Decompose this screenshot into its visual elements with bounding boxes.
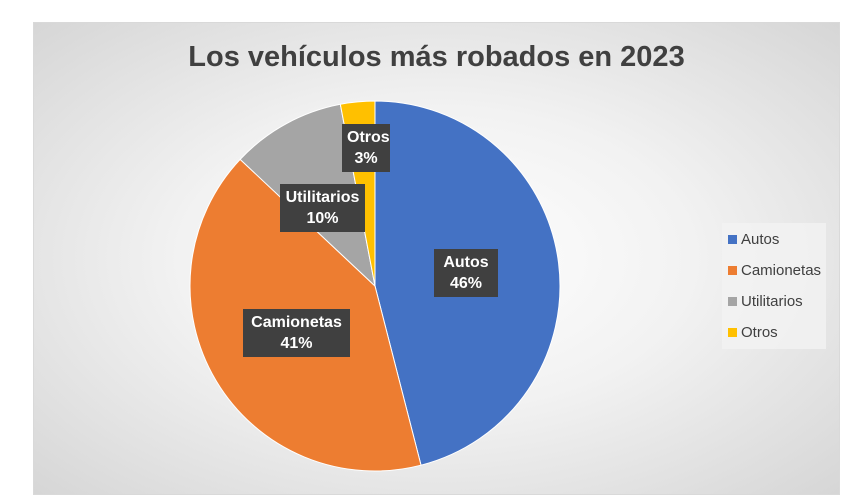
legend-label: Autos <box>741 231 780 248</box>
data-label-autos: Autos 46% <box>434 249 498 297</box>
legend: Autos Camionetas Utilitarios Otros <box>722 223 826 349</box>
chart-area: Los vehículos más robados en 2023 Autos 4… <box>33 22 840 495</box>
data-label-category: Camionetas <box>251 314 342 331</box>
chart-title: Los vehículos más robados en 2023 <box>188 41 685 73</box>
legend-swatch <box>728 235 737 244</box>
data-label-category: Otros <box>347 129 390 146</box>
data-label-value: 41% <box>280 335 313 352</box>
legend-label: Otros <box>741 324 778 341</box>
legend-swatch <box>728 328 737 337</box>
legend-label: Utilitarios <box>741 293 803 310</box>
data-label-value: 3% <box>354 150 378 167</box>
legend-item-utilitarios: Utilitarios <box>728 293 803 310</box>
data-label-otros: Otros 3% <box>342 124 390 172</box>
data-label-value: 46% <box>449 275 483 292</box>
legend-swatch <box>728 297 737 306</box>
data-label-category: Utilitarios <box>285 189 360 206</box>
data-label-utilitarios: Utilitarios 10% <box>280 184 365 232</box>
legend-label: Camionetas <box>741 262 822 279</box>
data-label-camionetas: Camionetas 41% <box>243 309 350 357</box>
legend-item-camionetas: Camionetas <box>728 262 821 279</box>
legend-item-otros: Otros <box>728 324 778 341</box>
data-label-category: Autos <box>443 254 489 271</box>
data-label-value: 10% <box>306 210 339 227</box>
legend-item-autos: Autos <box>728 231 779 248</box>
legend-swatch <box>728 266 737 275</box>
